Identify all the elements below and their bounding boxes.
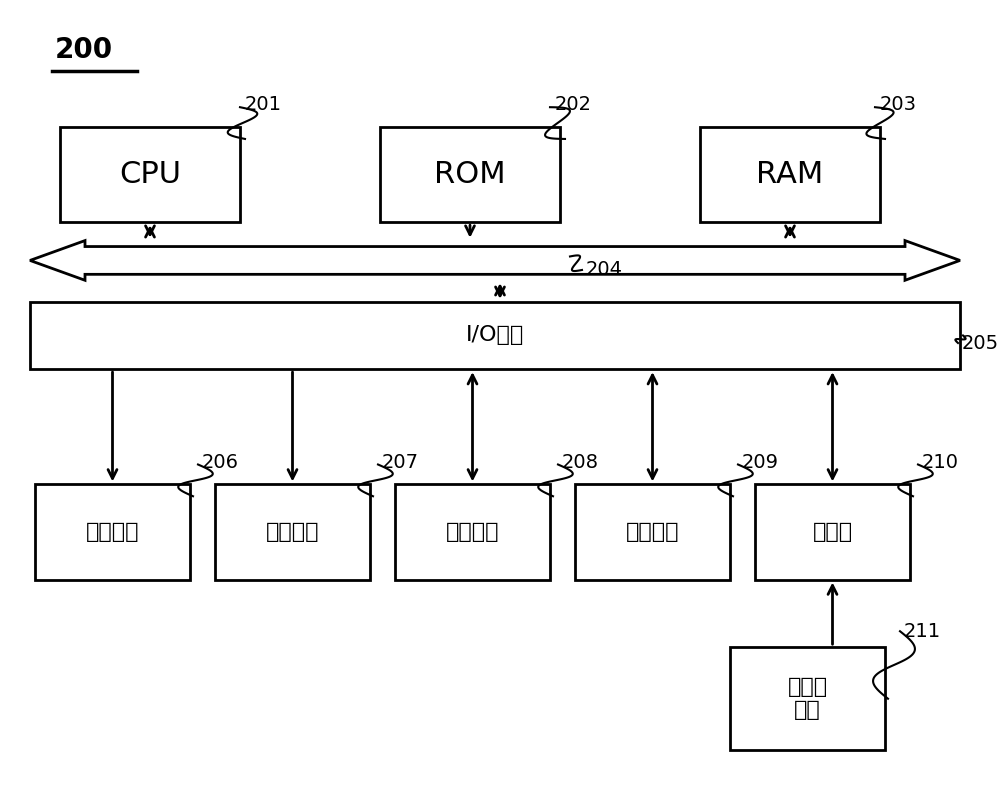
Text: 210: 210	[922, 453, 959, 472]
Bar	[730, 647, 885, 750]
Text: 204: 204	[586, 260, 623, 279]
Text: 203: 203	[880, 95, 917, 114]
Text: 202: 202	[555, 95, 592, 114]
Bar	[700, 127, 880, 222]
Text: ROM: ROM	[434, 160, 506, 189]
Bar	[30, 302, 960, 369]
Text: CPU: CPU	[119, 160, 181, 189]
Text: 输出部分: 输出部分	[266, 522, 319, 542]
Text: 209: 209	[742, 453, 779, 472]
Text: 通信部分: 通信部分	[626, 522, 679, 542]
Bar	[35, 484, 190, 580]
Text: 200: 200	[55, 36, 113, 64]
Text: 205: 205	[962, 333, 999, 353]
Bar	[575, 484, 730, 580]
Text: I/O接口: I/O接口	[466, 326, 524, 345]
Text: RAM: RAM	[756, 160, 824, 189]
Bar	[395, 484, 550, 580]
Text: 驱动器: 驱动器	[812, 522, 853, 542]
Text: 206: 206	[202, 453, 239, 472]
Polygon shape	[30, 241, 960, 280]
Text: 208: 208	[562, 453, 599, 472]
Text: 211: 211	[904, 622, 941, 641]
Bar	[215, 484, 370, 580]
Bar	[380, 127, 560, 222]
Bar	[60, 127, 240, 222]
Text: 207: 207	[382, 453, 419, 472]
Bar	[755, 484, 910, 580]
Text: 201: 201	[245, 95, 282, 114]
Text: 可拆卸
介质: 可拆卸 介质	[787, 677, 828, 720]
Text: 输入部分: 输入部分	[86, 522, 139, 542]
Text: 储存部分: 储存部分	[446, 522, 499, 542]
